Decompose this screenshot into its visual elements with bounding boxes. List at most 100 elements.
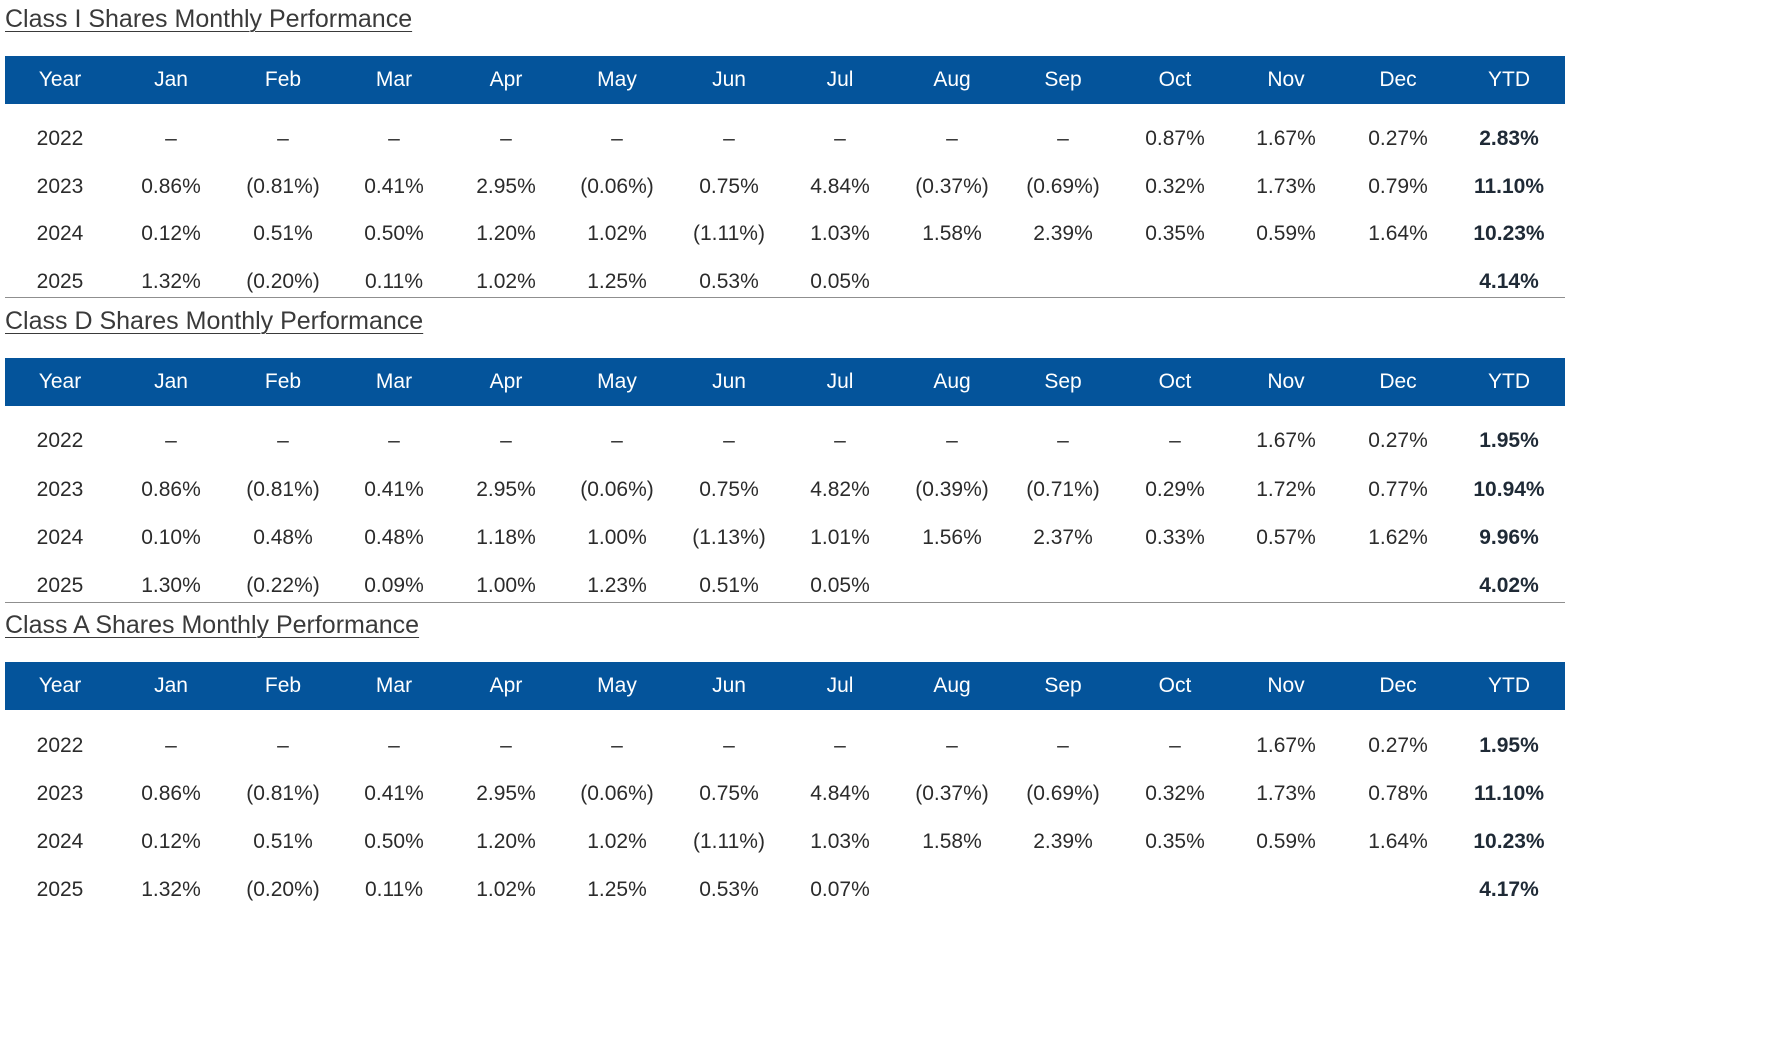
month-cell: 1.30% [141,574,201,597]
column-header-may: May [597,674,637,697]
month-cell: 0.12% [141,222,201,245]
class-d-table-title: Class D Shares Monthly Performance [5,307,424,335]
month-cell: 4.82% [810,478,870,501]
month-cell: 0.48% [364,526,424,549]
column-header-apr: Apr [489,370,523,393]
section-divider [5,602,1565,603]
month-cell: 0.86% [141,175,201,198]
month-cell: 0.35% [1145,830,1205,853]
table-row: 2023 0.86% (0.81%) 0.41% 2.95% (0.06%) 0.75% 4.… [5,774,1565,814]
month-cell: 0.53% [699,270,759,293]
month-cell: 0.79% [1368,175,1428,198]
month-cell: – [1057,734,1069,757]
table-row: 2024 0.12% 0.51% 0.50% 1.20% 1.02% (1.11%) 1.03… [5,822,1565,862]
class-a-table-header: Year Jan Feb Mar Apr May Jun Jul Aug Sep Oct Nov Dec… [5,662,1565,710]
year-cell: 2023 [36,478,84,501]
month-cell: – [277,127,289,150]
month-cell: – [834,127,846,150]
month-cell: 1.32% [141,270,201,293]
month-cell: (1.11%) [693,222,765,245]
month-cell: 1.03% [810,222,870,245]
month-cell: (0.37%) [915,175,989,198]
month-cell: 1.02% [476,270,536,293]
month-cell: 0.50% [364,222,424,245]
column-header-dec: Dec [1379,370,1417,393]
month-cell: – [388,429,400,452]
month-cell: 0.50% [364,830,424,853]
column-header-jul: Jul [826,68,854,91]
year-cell: 2025 [36,574,84,597]
column-header-jul: Jul [826,674,854,697]
column-header-jan: Jan [154,68,188,91]
month-cell: (0.22%) [246,574,320,597]
column-header-feb: Feb [264,674,302,697]
class-d-table-header: Year Jan Feb Mar Apr May Jun Jul Aug Sep Oct Nov Dec… [5,358,1565,406]
column-header-dec: Dec [1379,68,1417,91]
month-cell: 1.02% [476,878,536,901]
column-header-nov: Nov [1267,370,1305,393]
column-header-oct: Oct [1158,370,1192,393]
month-cell: – [388,734,400,757]
month-cell: (0.37%) [915,782,989,805]
month-cell: 2.39% [1033,222,1093,245]
month-cell: – [723,429,735,452]
month-cell: 1.23% [587,574,647,597]
table-row: 2023 0.86% (0.81%) 0.41% 2.95% (0.06%) 0.75% 4.… [5,470,1565,510]
ytd-cell: 11.10% [1473,782,1545,805]
class-a-table-title: Class A Shares Monthly Performance [5,611,420,639]
month-cell: 0.51% [699,574,759,597]
month-cell: 0.48% [253,526,313,549]
month-cell [1119,566,1231,606]
month-cell: 1.25% [587,270,647,293]
ytd-cell: 4.02% [1479,574,1539,597]
month-cell: (0.81%) [246,175,320,198]
month-cell: – [1169,734,1181,757]
month-cell: 1.00% [587,526,647,549]
month-cell: 1.73% [1256,782,1316,805]
month-cell: (0.69%) [1026,175,1100,198]
month-cell [1342,262,1454,302]
month-cell: – [723,734,735,757]
column-header-mar: Mar [375,674,413,697]
month-cell: – [500,734,512,757]
table-row: 2025 1.32% (0.20%) 0.11% 1.02% 1.25% 0.53% 0.05… [5,262,1565,302]
month-cell: 0.29% [1145,478,1205,501]
month-cell: 2.39% [1033,830,1093,853]
ytd-cell: 1.95% [1479,734,1539,757]
year-cell: 2025 [36,270,84,293]
year-cell: 2022 [36,429,84,452]
column-header-jan: Jan [154,370,188,393]
column-header-nov: Nov [1267,68,1305,91]
month-cell: 1.56% [922,526,982,549]
column-header-aug: Aug [933,68,971,91]
ytd-cell: 10.94% [1473,478,1545,501]
month-cell: 0.53% [699,878,759,901]
column-header-may: May [597,370,637,393]
table-row: 2024 0.10% 0.48% 0.48% 1.18% 1.00% (1.13%) 1.01… [5,518,1565,558]
month-cell: 1.67% [1256,429,1316,452]
month-cell: (0.20%) [246,270,320,293]
month-cell: 0.27% [1368,127,1428,150]
month-cell: 1.64% [1368,222,1428,245]
month-cell: 1.32% [141,878,201,901]
ytd-cell: 1.95% [1479,429,1539,452]
month-cell: 1.01% [810,526,870,549]
column-header-sep: Sep [1044,370,1082,393]
ytd-cell: 10.23% [1473,830,1545,853]
month-cell [896,262,1008,302]
month-cell [1007,870,1119,910]
class-i-table-header: Year Jan Feb Mar Apr May Jun Jul Aug Sep Oct Nov Dec… [5,56,1565,104]
month-cell: – [1057,127,1069,150]
month-cell: 1.58% [922,222,982,245]
month-cell: 0.57% [1256,526,1316,549]
month-cell: 0.87% [1145,127,1205,150]
column-header-ytd: YTD [1488,674,1530,697]
month-cell [1119,262,1231,302]
month-cell: 0.59% [1256,222,1316,245]
section-divider [5,297,1565,298]
month-cell: (1.13%) [692,526,766,549]
column-header-nov: Nov [1267,674,1305,697]
month-cell: 1.03% [810,830,870,853]
table-row: 2024 0.12% 0.51% 0.50% 1.20% 1.02% (1.11%) 1.03… [5,214,1565,254]
table-row: 2022 – – – – – – – – – – 1.67% 0.27% 1.95% [5,726,1565,766]
